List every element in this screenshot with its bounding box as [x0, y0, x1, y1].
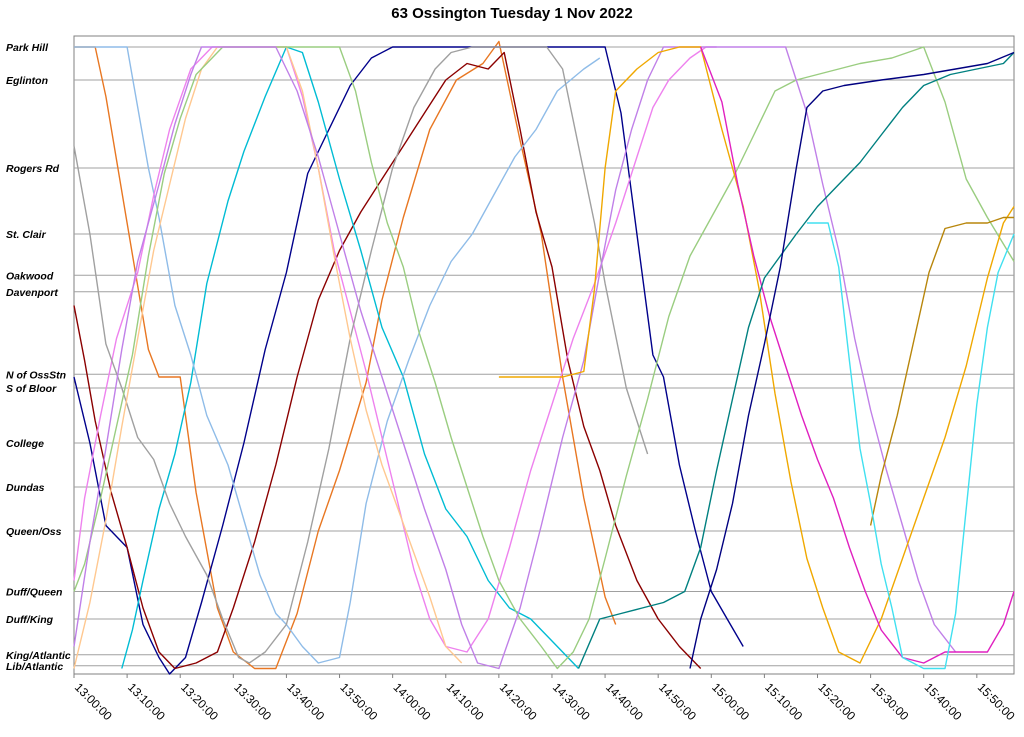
time-tick-label: 14:40:00: [603, 680, 646, 723]
stop-labels: Park Hill Eglinton Rogers Rd St. Clair Oakwo…: [6, 42, 71, 673]
time-tick-label: 13:00:00: [72, 680, 115, 723]
vehicle-trip-line: [700, 46, 1015, 664]
chart-title: 63 Ossington Tuesday 1 Nov 2022: [391, 5, 632, 22]
vehicle-trip-line: [74, 46, 601, 664]
time-tick-label: 15:50:00: [975, 680, 1018, 723]
stop-label: N of OssStn: [6, 369, 66, 381]
vehicle-trip-line: [73, 46, 717, 653]
vehicle-trip-line: [73, 46, 463, 669]
plot-area: [73, 35, 1015, 675]
time-tick-labels: 13:00:00 13:10:00 13:20:00 13:30:00 13:40:00…: [72, 674, 1018, 723]
stop-label: S of Bloor: [6, 383, 57, 395]
time-tick-label: 15:00:00: [709, 680, 752, 723]
stop-label: Park Hill: [6, 42, 49, 54]
vehicle-trip-line: [869, 216, 1014, 526]
vehicle-trip-line: [689, 51, 1015, 669]
vehicle-trip-line: [73, 51, 702, 670]
time-tick-label: 13:40:00: [284, 680, 327, 723]
time-tick-label: 15:40:00: [922, 680, 965, 723]
stop-label: St. Clair: [6, 229, 47, 241]
vehicle-trip-line: [73, 46, 744, 675]
time-tick-label: 14:30:00: [550, 680, 593, 723]
time-tick-label: 13:30:00: [231, 680, 274, 723]
time-tick-label: 14:10:00: [444, 680, 487, 723]
stop-label: Queen/Oss: [6, 526, 62, 538]
stop-label: Duff/Queen: [6, 587, 62, 599]
vehicle-trip-line: [73, 46, 649, 664]
vehicle-trip-line: [73, 46, 1015, 670]
stop-label: Eglinton: [6, 75, 48, 87]
stop-label: Lib/Atlantic: [6, 661, 63, 673]
time-tick-label: 14:20:00: [497, 680, 540, 723]
time-tick-label: 14:00:00: [391, 680, 434, 723]
vehicle-trip-line: [577, 52, 1015, 669]
stop-label: Rogers Rd: [6, 163, 60, 175]
time-tick-label: 15:30:00: [868, 680, 911, 723]
time-tick-label: 13:50:00: [337, 680, 380, 723]
stop-label: King/Atlantic: [6, 650, 71, 662]
stop-label: Dundas: [6, 482, 45, 494]
vehicle-trips: [73, 40, 1015, 675]
stop-label: Davenport: [6, 287, 58, 299]
stop-gridlines: [74, 46, 1014, 667]
vehicle-trip-line: [121, 46, 580, 669]
time-tick-label: 13:20:00: [178, 680, 221, 723]
stop-label: College: [6, 438, 44, 450]
vehicle-trip-line: [498, 46, 1015, 664]
stop-label: Duff/King: [6, 614, 54, 626]
stop-label: Oakwood: [6, 270, 54, 282]
time-tick-label: 15:10:00: [762, 680, 805, 723]
vehicle-trip-line: [806, 222, 1015, 670]
time-tick-label: 15:20:00: [815, 680, 858, 723]
vehicle-trip-line: [73, 46, 957, 670]
time-tick-label: 13:10:00: [125, 680, 168, 723]
time-tick-label: 14:50:00: [656, 680, 699, 723]
